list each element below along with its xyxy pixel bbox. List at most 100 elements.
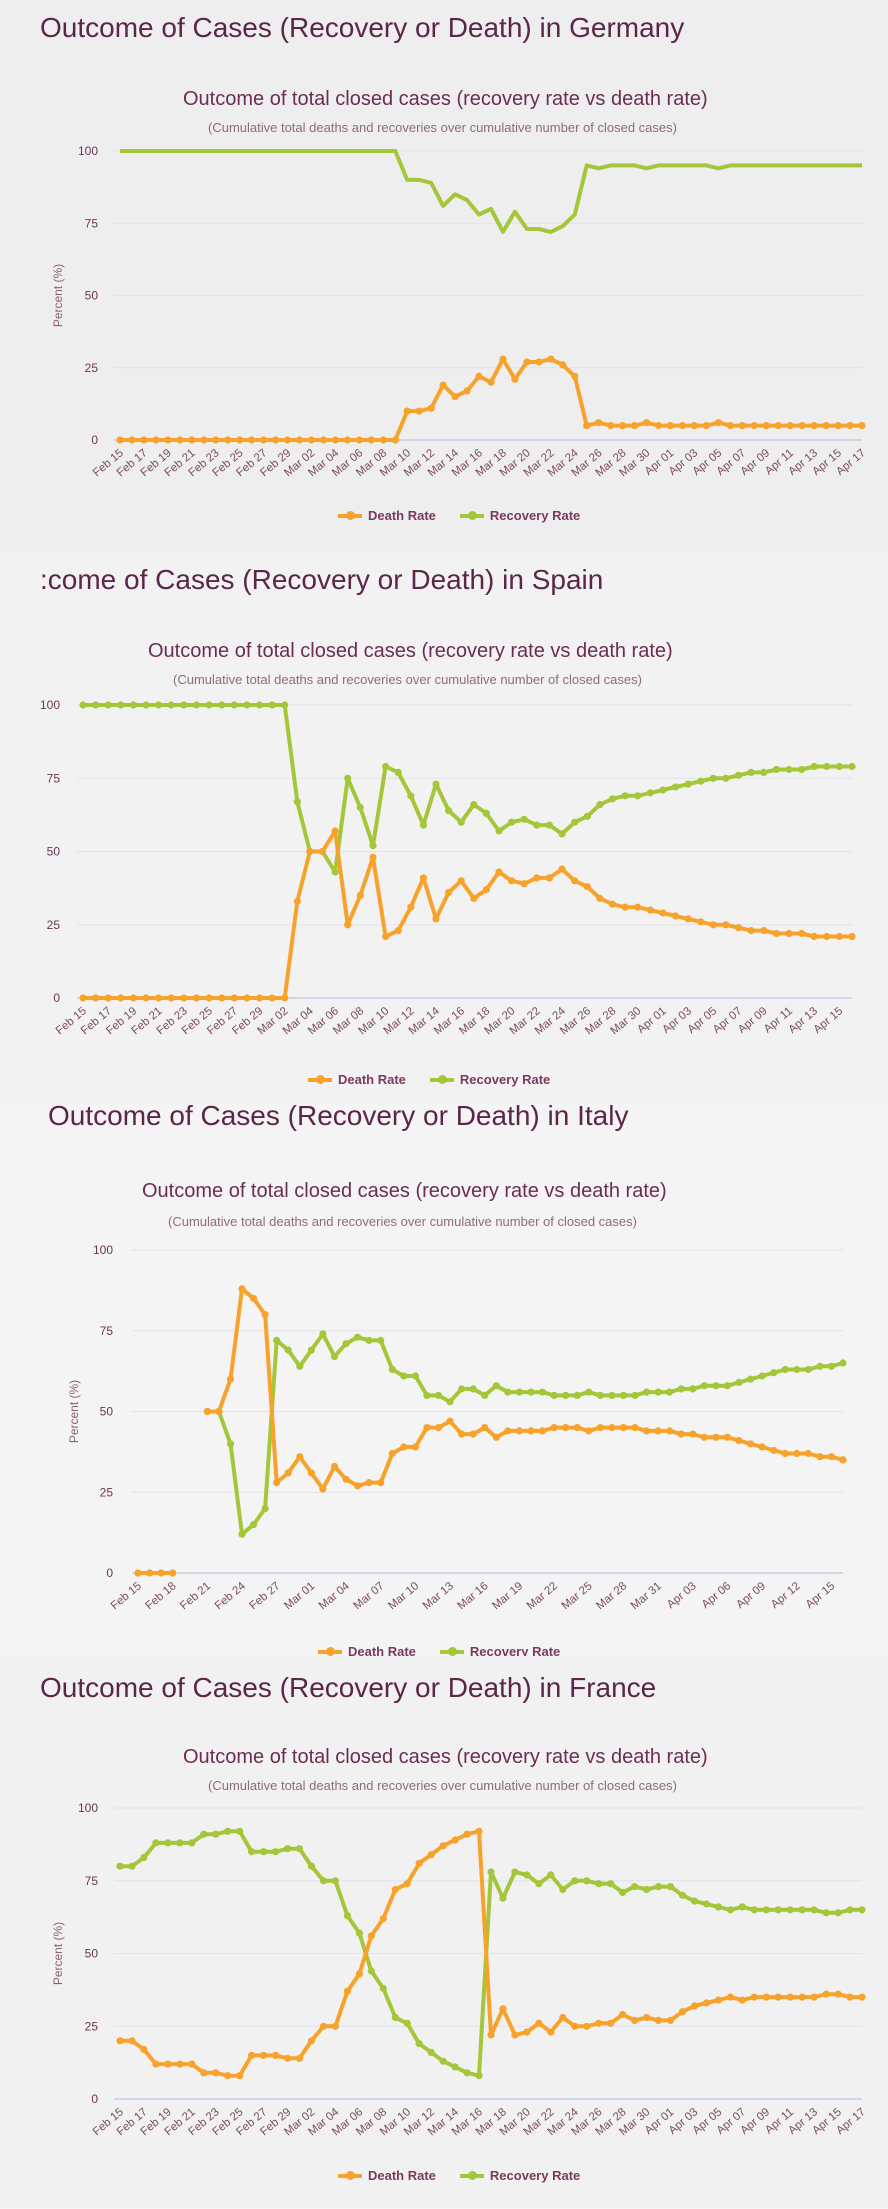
data-point[interactable] — [451, 2063, 459, 2071]
data-point[interactable] — [689, 1430, 697, 1438]
data-point[interactable] — [164, 1839, 172, 1847]
data-point[interactable] — [212, 1830, 220, 1838]
data-point[interactable] — [678, 422, 687, 430]
data-point[interactable] — [394, 927, 402, 935]
data-point[interactable] — [499, 2005, 507, 2013]
legend-item-recovery[interactable]: Recovery Rate — [459, 508, 580, 523]
data-point[interactable] — [558, 865, 566, 873]
legend-item-recovery[interactable]: Recovery Rate — [439, 1644, 560, 1656]
data-point[interactable] — [167, 701, 175, 709]
legend-item-death[interactable]: Death Rate — [308, 1072, 406, 1087]
data-point[interactable] — [423, 1424, 431, 1432]
data-point[interactable] — [439, 2057, 447, 2065]
data-point[interactable] — [188, 1839, 196, 1847]
data-point[interactable] — [712, 1382, 720, 1390]
data-point[interactable] — [508, 877, 516, 885]
data-point[interactable] — [250, 1294, 258, 1302]
data-point[interactable] — [128, 2037, 136, 2045]
data-point[interactable] — [702, 1999, 711, 2007]
data-point[interactable] — [596, 894, 604, 902]
data-point[interactable] — [432, 915, 440, 923]
data-point[interactable] — [666, 1883, 675, 1891]
data-point[interactable] — [104, 701, 112, 709]
data-point[interactable] — [200, 1830, 208, 1838]
data-point[interactable] — [379, 1915, 387, 1923]
data-point[interactable] — [562, 1424, 570, 1432]
data-point[interactable] — [411, 1443, 419, 1451]
data-point[interactable] — [463, 1830, 471, 1838]
data-point[interactable] — [810, 1906, 818, 1914]
data-point[interactable] — [858, 422, 866, 430]
data-point[interactable] — [816, 1453, 824, 1461]
data-point[interactable] — [722, 774, 730, 782]
data-point[interactable] — [382, 932, 390, 941]
data-point[interactable] — [319, 436, 328, 444]
data-point[interactable] — [342, 1475, 350, 1483]
data-point[interactable] — [180, 994, 188, 1002]
data-point[interactable] — [619, 1424, 628, 1432]
data-point[interactable] — [92, 994, 100, 1002]
data-point[interactable] — [354, 1482, 362, 1490]
data-point[interactable] — [515, 1427, 524, 1435]
data-point[interactable] — [702, 422, 711, 430]
data-point[interactable] — [164, 436, 172, 444]
data-point[interactable] — [734, 924, 743, 932]
data-point[interactable] — [379, 436, 387, 444]
data-point[interactable] — [331, 868, 339, 876]
data-point[interactable] — [226, 1375, 235, 1383]
data-point[interactable] — [295, 436, 304, 444]
legend-item-recovery[interactable]: Recovery Rate — [459, 2168, 580, 2183]
data-point[interactable] — [343, 1987, 351, 1995]
data-point[interactable] — [827, 1453, 836, 1461]
data-point[interactable] — [786, 422, 794, 430]
data-point[interactable] — [547, 2028, 555, 2036]
data-point[interactable] — [678, 1891, 687, 1899]
data-point[interactable] — [621, 903, 629, 911]
data-point[interactable] — [255, 701, 264, 709]
data-point[interactable] — [511, 2031, 519, 2039]
data-point[interactable] — [642, 1427, 651, 1435]
data-point[interactable] — [846, 1906, 854, 1914]
data-point[interactable] — [226, 1440, 235, 1448]
data-point[interactable] — [523, 1871, 531, 1879]
data-point[interactable] — [283, 1845, 292, 1853]
data-point[interactable] — [155, 701, 163, 709]
data-point[interactable] — [205, 701, 213, 709]
data-point[interactable] — [224, 1827, 232, 1835]
data-point[interactable] — [533, 874, 541, 882]
data-point[interactable] — [504, 1427, 512, 1435]
data-point[interactable] — [391, 436, 399, 444]
data-point[interactable] — [492, 1382, 500, 1390]
data-point[interactable] — [427, 1851, 435, 1859]
data-point[interactable] — [481, 1424, 489, 1432]
data-point[interactable] — [786, 1906, 794, 1914]
data-point[interactable] — [142, 994, 150, 1002]
data-point[interactable] — [268, 994, 276, 1002]
data-point[interactable] — [427, 404, 435, 412]
data-point[interactable] — [388, 1449, 396, 1458]
data-point[interactable] — [272, 1848, 280, 1856]
data-point[interactable] — [774, 1993, 782, 2001]
data-point[interactable] — [499, 355, 507, 363]
data-point[interactable] — [445, 806, 453, 815]
data-point[interactable] — [250, 1521, 258, 1529]
data-point[interactable] — [243, 701, 251, 709]
data-point[interactable] — [354, 1333, 362, 1341]
data-point[interactable] — [583, 812, 591, 820]
data-point[interactable] — [411, 1372, 419, 1380]
data-point[interactable] — [391, 2013, 399, 2022]
data-point[interactable] — [487, 1868, 495, 1876]
data-point[interactable] — [726, 1993, 735, 2001]
data-point[interactable] — [654, 1388, 662, 1396]
data-point[interactable] — [671, 783, 680, 791]
data-point[interactable] — [571, 1877, 579, 1885]
data-point[interactable] — [344, 921, 352, 929]
data-point[interactable] — [545, 821, 554, 829]
data-point[interactable] — [621, 792, 629, 800]
data-point[interactable] — [822, 1909, 830, 1917]
data-point[interactable] — [747, 927, 755, 935]
data-point[interactable] — [272, 2051, 280, 2059]
data-point[interactable] — [770, 1369, 778, 1377]
data-point[interactable] — [697, 777, 705, 785]
data-point[interactable] — [607, 2019, 615, 2027]
